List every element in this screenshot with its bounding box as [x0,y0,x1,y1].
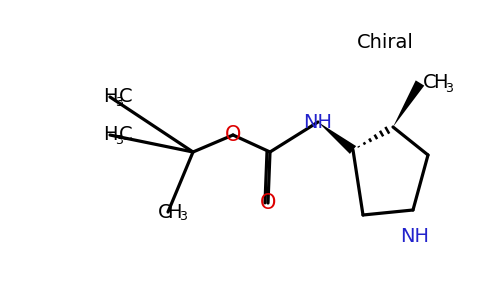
Text: 3: 3 [445,82,453,94]
Text: NH: NH [303,112,333,131]
Text: 3: 3 [115,134,123,146]
Text: C: C [158,202,172,221]
Text: 3: 3 [179,211,187,224]
Text: H: H [103,125,117,145]
Text: NH: NH [400,227,429,247]
Text: O: O [260,193,276,213]
Polygon shape [393,80,424,127]
Text: O: O [225,125,241,145]
Text: C: C [119,88,133,106]
Polygon shape [318,122,356,154]
Text: 3: 3 [115,95,123,109]
Text: H: H [103,88,117,106]
Text: Chiral: Chiral [357,32,413,52]
Text: C: C [423,74,437,92]
Text: H: H [433,74,447,92]
Text: H: H [167,202,181,221]
Text: C: C [119,125,133,145]
